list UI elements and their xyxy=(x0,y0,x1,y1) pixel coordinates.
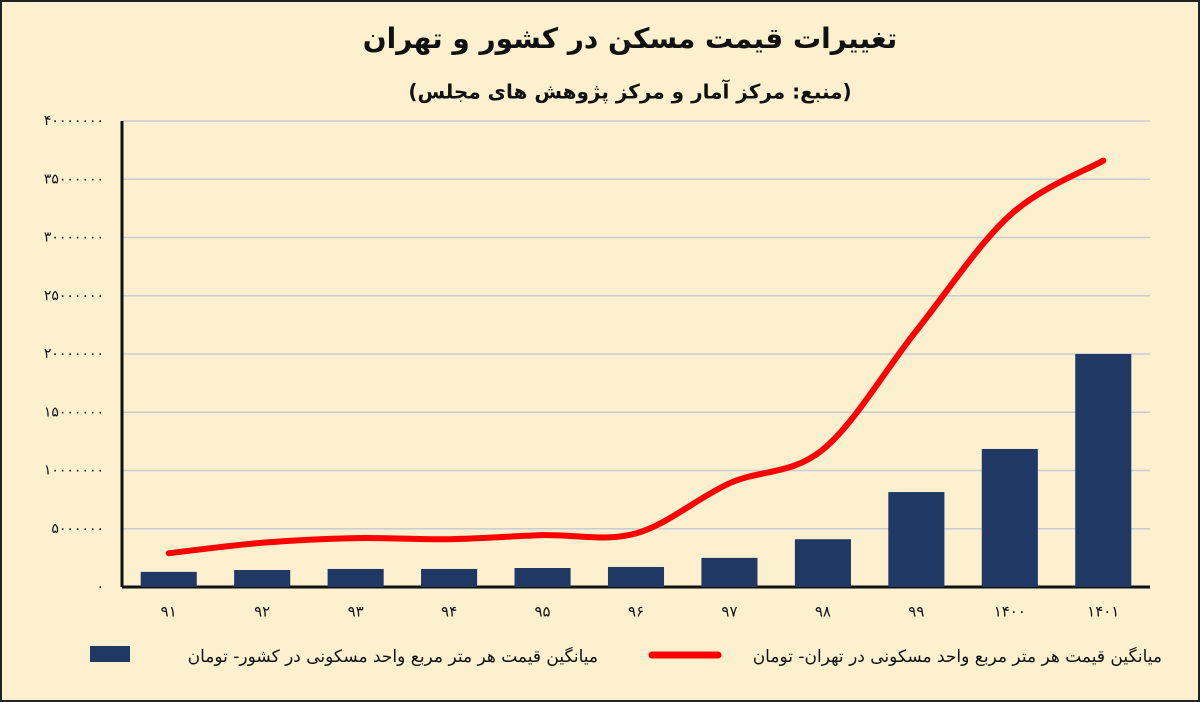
bar xyxy=(234,569,291,587)
y-tick-label: ۲۰۰۰۰۰۰۰ xyxy=(44,346,104,362)
x-tick-label: ۹۱ xyxy=(161,603,177,621)
legend-swatch xyxy=(90,646,130,662)
bar xyxy=(514,568,571,587)
bar xyxy=(981,448,1038,587)
x-tick-label: ۱۴۰۱ xyxy=(1087,603,1119,621)
legend-label: میانگین قیمت هر متر مربع واحد مسکونی در … xyxy=(753,646,1162,667)
y-tick-label: ۵۰۰۰۰۰۰ xyxy=(51,521,104,537)
bar xyxy=(607,566,665,587)
y-tick-label: ۱۵۰۰۰۰۰۰ xyxy=(44,404,104,420)
x-tick-label: ۹۸ xyxy=(815,603,831,621)
line xyxy=(165,157,1107,557)
x-tick-label: ۹۳ xyxy=(348,603,364,621)
bar xyxy=(327,568,384,587)
y-tick-label: ۰ xyxy=(96,579,104,595)
x-tick-label: ۹۴ xyxy=(441,603,457,621)
legend-label: میانگین قیمت هر متر مربع واحد مسکونی در … xyxy=(188,646,598,667)
chart-title: تغییرات قیمت مسکن در کشور و تهران xyxy=(363,22,898,55)
x-tick-label: ۹۹ xyxy=(908,603,924,621)
bar xyxy=(794,539,851,587)
x-tick-label: ۹۵ xyxy=(534,603,550,621)
y-tick-label: ۳۰۰۰۰۰۰۰ xyxy=(44,230,104,246)
x-tick-label: ۹۶ xyxy=(628,603,644,621)
bar xyxy=(1075,354,1132,587)
x-tick-label: ۹۷ xyxy=(721,603,737,621)
y-tick-label: ۱۰۰۰۰۰۰۰ xyxy=(44,463,104,479)
y-tick-label: ۲۵۰۰۰۰۰۰ xyxy=(44,288,104,304)
bar xyxy=(701,557,758,587)
y-tick-label: ۳۵۰۰۰۰۰۰ xyxy=(44,171,104,187)
chart-subtitle: (منبع: مرکز آمار و مرکز پژوهش های مجلس) xyxy=(408,79,851,105)
y-tick-label: ۴۰۰۰۰۰۰۰ xyxy=(44,113,104,129)
x-tick-label: ۹۲ xyxy=(254,603,270,621)
bar xyxy=(421,568,478,587)
bar xyxy=(888,492,945,587)
x-tick-label: ۱۴۰۰ xyxy=(994,603,1026,621)
bar xyxy=(140,571,197,587)
